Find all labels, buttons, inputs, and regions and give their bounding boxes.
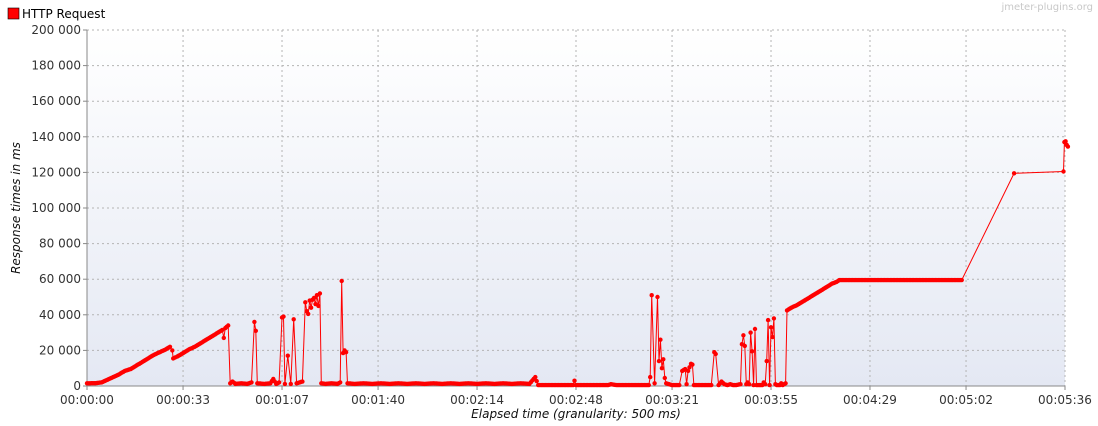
x-tick-label: 00:00:33 — [156, 393, 210, 407]
x-tick-label: 00:01:40 — [351, 393, 405, 407]
data-point — [282, 381, 288, 387]
data-point — [763, 382, 768, 387]
data-point — [1063, 139, 1068, 144]
x-tick-label: 00:03:55 — [744, 393, 798, 407]
data-point — [662, 375, 667, 381]
data-point — [652, 381, 657, 386]
data-point — [316, 303, 321, 309]
x-tick-label: 00:05:36 — [1038, 393, 1092, 407]
data-point — [253, 328, 258, 333]
data-point — [684, 382, 689, 387]
data-point — [648, 374, 653, 380]
data-point — [1065, 144, 1071, 149]
y-tick-label: 180 000 — [31, 59, 81, 73]
data-point — [764, 358, 769, 364]
x-tick-label: 00:00:00 — [60, 393, 114, 407]
data-point — [742, 343, 747, 349]
y-tick-label: 160 000 — [31, 94, 81, 108]
data-point — [713, 351, 718, 357]
data-point — [303, 300, 308, 305]
data-point — [747, 382, 752, 387]
data-point — [249, 380, 254, 385]
watermark: jmeter-plugins.org — [1000, 2, 1093, 13]
data-point — [1011, 171, 1017, 176]
data-point — [768, 325, 774, 330]
data-point — [659, 366, 665, 371]
data-point — [741, 333, 746, 338]
data-point — [281, 314, 286, 319]
data-point — [288, 381, 293, 387]
data-point — [285, 353, 290, 358]
data-point — [317, 291, 323, 296]
series-http-request — [84, 139, 1071, 388]
legend-swatch — [7, 7, 20, 20]
data-point — [767, 382, 772, 388]
axes: 0 20 000 40 000 60 000 80 000 100 000 120 000 1… — [31, 23, 1092, 407]
x-tick-label: 00:04:29 — [843, 393, 897, 407]
data-point — [655, 294, 660, 300]
data-point — [533, 374, 538, 380]
data-point — [770, 334, 775, 340]
data-point — [783, 381, 788, 386]
data-point — [656, 358, 662, 364]
y-tick-label: 0 — [73, 379, 81, 393]
data-point — [306, 311, 311, 317]
x-axis-title: Elapsed time (granularity: 500 ms) — [471, 407, 681, 421]
data-point — [685, 368, 691, 374]
data-point — [221, 335, 226, 341]
y-tick-label: 60 000 — [39, 272, 81, 286]
series-layer — [84, 139, 1071, 388]
x-tick-label: 00:05:02 — [939, 393, 993, 407]
x-tick-label: 00:01:07 — [255, 393, 309, 407]
data-point — [771, 316, 777, 321]
data-point — [752, 326, 758, 332]
data-point — [338, 380, 343, 385]
data-point — [1061, 169, 1066, 174]
data-point — [167, 344, 173, 349]
x-tick-label: 00:02:14 — [450, 393, 504, 407]
data-point — [300, 379, 305, 384]
data-point — [572, 378, 577, 383]
data-point — [687, 365, 692, 370]
data-point — [646, 382, 651, 388]
data-point — [709, 382, 714, 388]
data-point — [339, 278, 344, 284]
data-point — [959, 277, 964, 283]
y-tick-label: 80 000 — [39, 237, 81, 251]
data-point — [649, 293, 654, 298]
data-point — [291, 317, 296, 322]
data-point — [534, 378, 539, 384]
x-tick-label: 00:02:48 — [549, 393, 603, 407]
data-point — [765, 317, 771, 323]
data-point — [311, 295, 317, 301]
y-tick-label: 140 000 — [31, 130, 81, 144]
data-point — [749, 349, 755, 354]
data-point — [226, 323, 231, 328]
y-tick-label: 100 000 — [31, 201, 81, 215]
legend-label: HTTP Request — [22, 7, 106, 21]
y-tick-label: 200 000 — [31, 23, 81, 37]
y-tick-label: 20 000 — [39, 343, 81, 357]
legend[interactable]: HTTP Request — [7, 7, 106, 21]
data-point — [308, 305, 314, 310]
data-point — [748, 330, 753, 335]
x-tick-label: 00:03:21 — [645, 393, 699, 407]
y-axis-title: Response times in ms — [9, 142, 23, 274]
data-point — [738, 382, 743, 387]
data-point — [658, 337, 663, 342]
data-point — [661, 357, 666, 362]
data-point — [252, 319, 257, 325]
data-point — [170, 348, 175, 353]
y-tick-label: 120 000 — [31, 165, 81, 179]
data-point — [343, 350, 349, 355]
data-point — [677, 382, 682, 388]
data-point — [276, 380, 282, 385]
y-tick-label: 40 000 — [39, 308, 81, 322]
data-point — [690, 362, 695, 367]
